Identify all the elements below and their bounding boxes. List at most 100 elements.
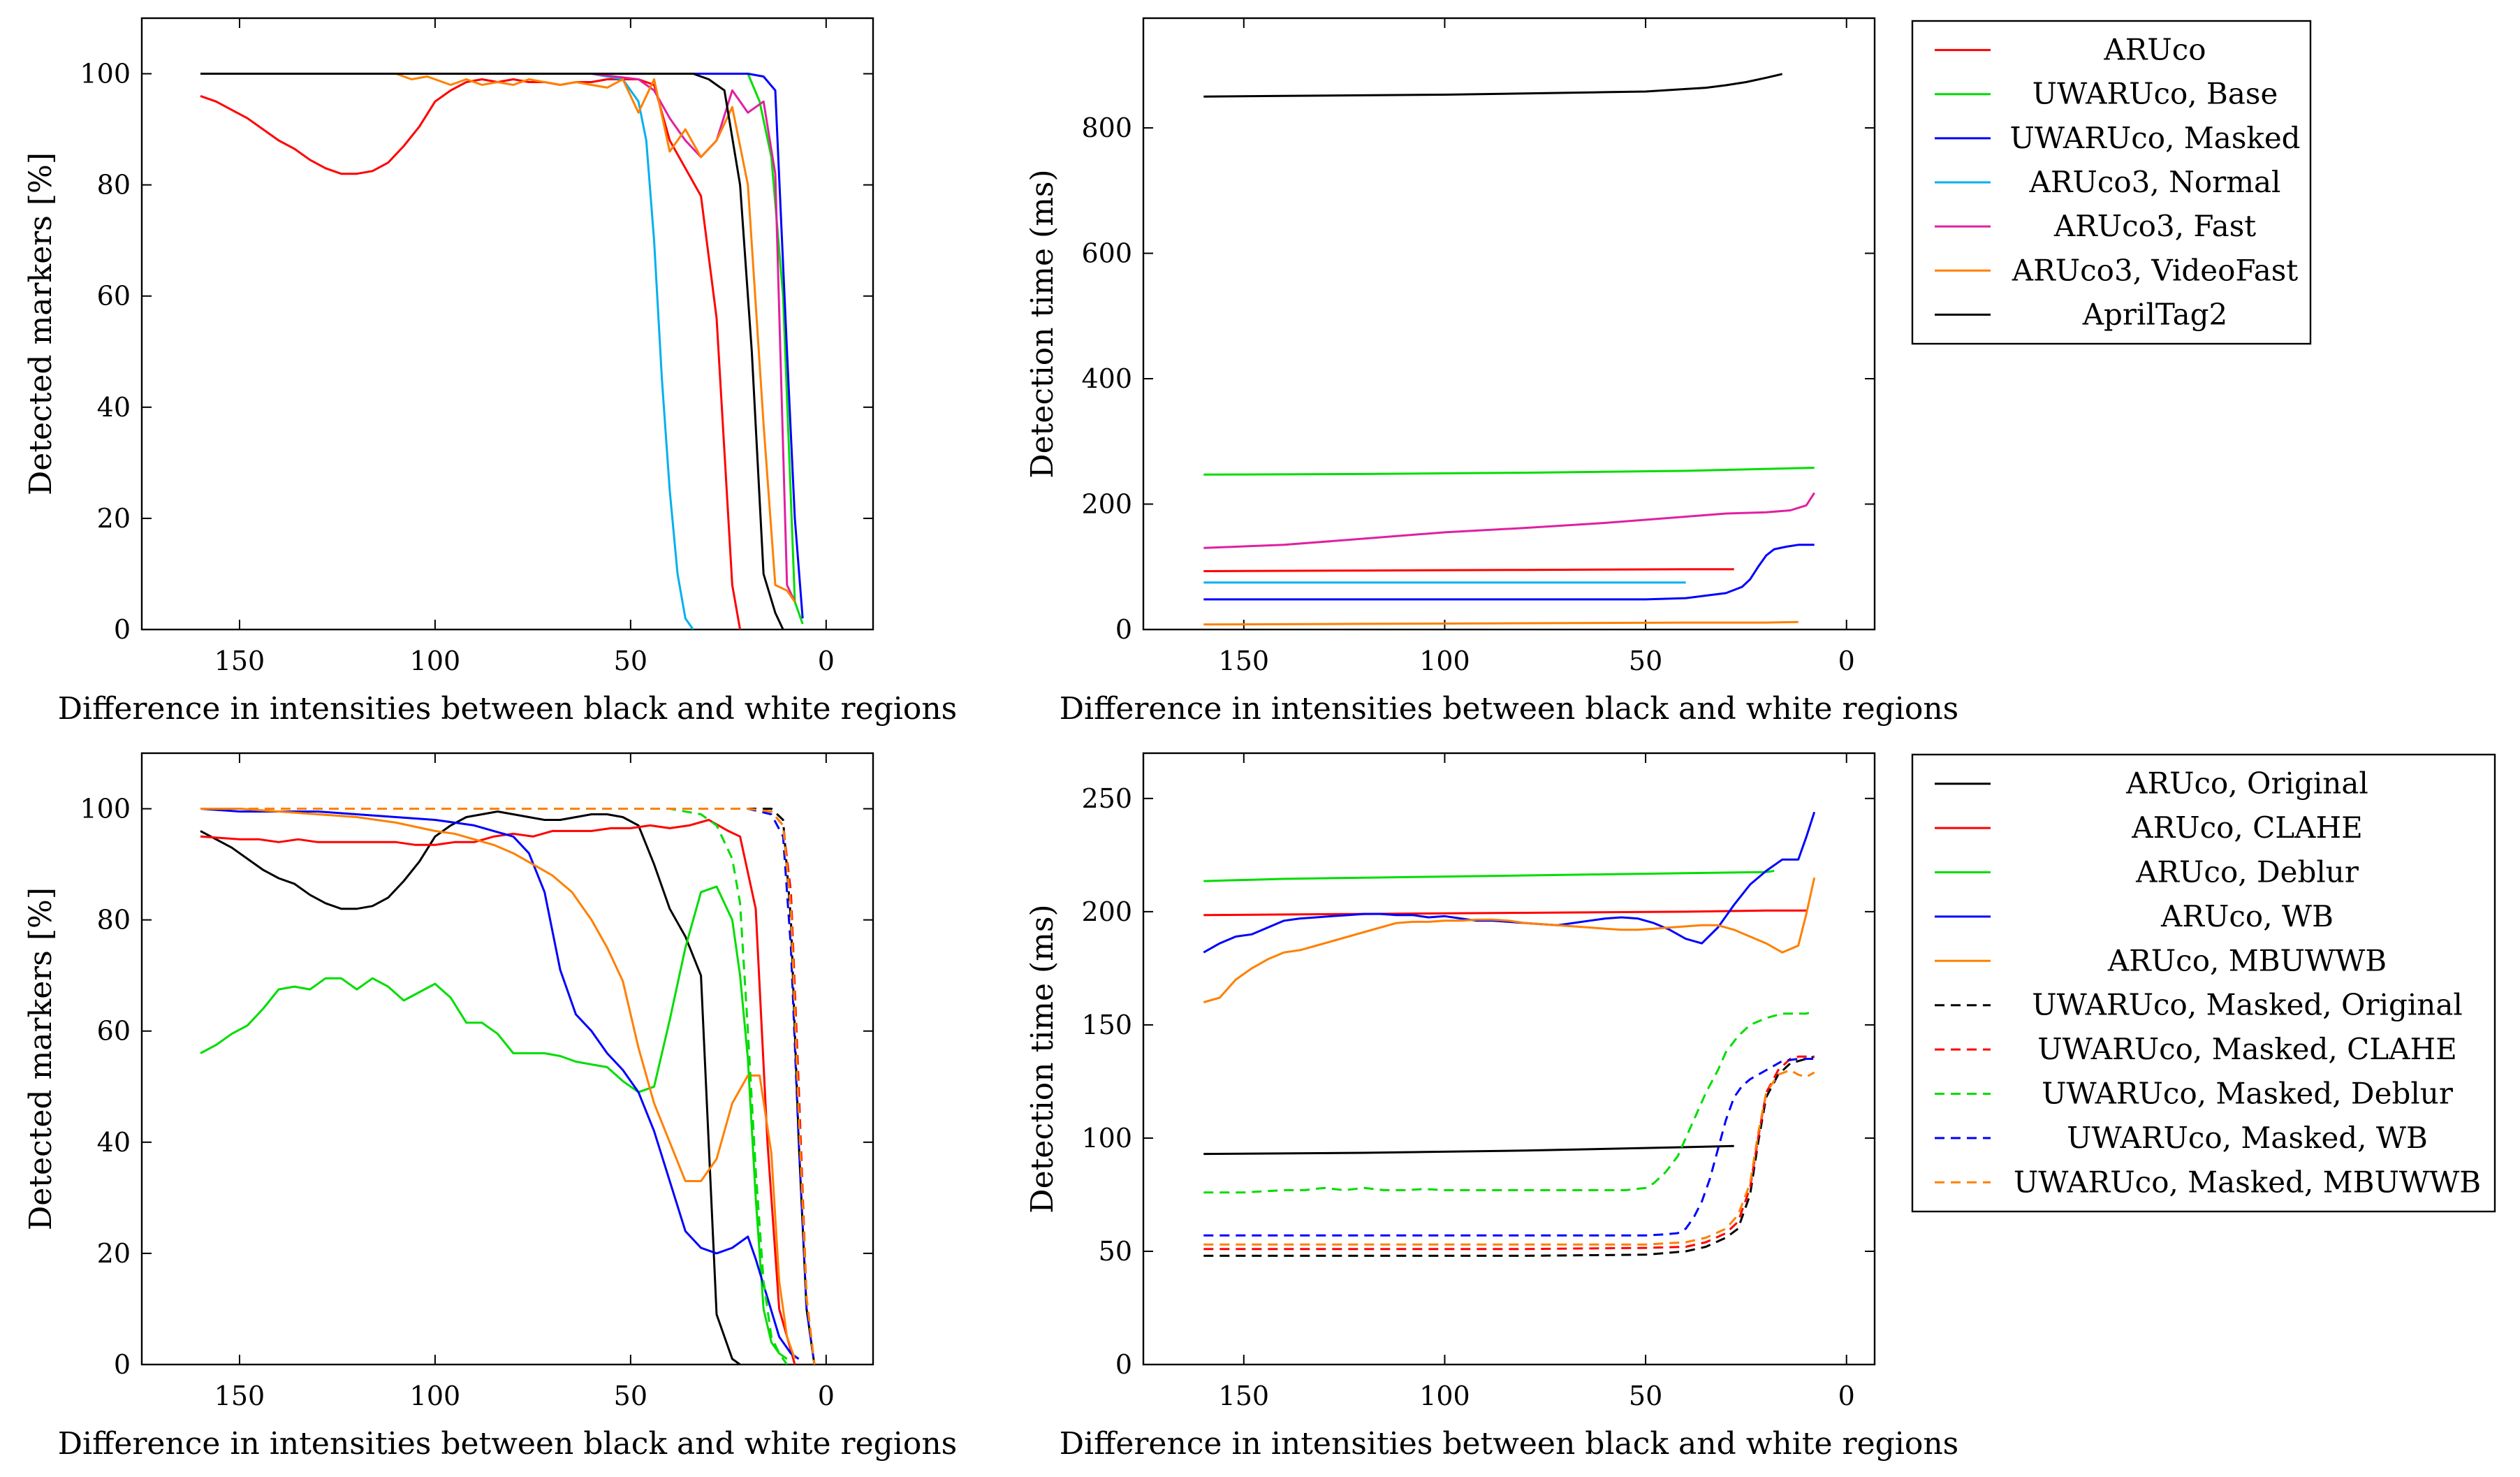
x-tick-label: 100 [1419, 646, 1470, 676]
legend: ARUco UWARUco, Base UWARUco, Masked ARUco3,… [1911, 20, 2312, 345]
y-tick-label: 800 [1081, 112, 1132, 143]
series-line-aruco3-normal [200, 73, 694, 630]
series-line-aruco-wb [1203, 811, 1816, 954]
chart-tr: 150 100 50 0 0 200 400 600 800 Difference in inte… [1025, 17, 2312, 727]
x-tick-label: 0 [1838, 1381, 1855, 1411]
x-tick-label: 150 [214, 646, 265, 676]
y-tick-label: 400 [1081, 363, 1132, 394]
y-tick-label: 20 [97, 1238, 131, 1269]
axes-frame [140, 752, 874, 1366]
x-tick-label: 150 [214, 1381, 265, 1411]
y-tick-label: 0 [114, 614, 131, 645]
legend-entry-uwaruco-masked-original: UWARUco, Masked, Original [2032, 988, 2463, 1022]
legend: ARUco, Original ARUco, CLAHE ARUco, Deblur… [1911, 753, 2496, 1213]
legend-entry-uwaruco-masked-clahe: UWARUco, Masked, CLAHE [2037, 1032, 2456, 1066]
y-tick-label: 100 [1081, 1123, 1132, 1154]
x-tick-label: 0 [818, 646, 835, 676]
legend-entry-aruco-original: ARUco, Original [2125, 766, 2368, 801]
legend-entry-aruco3-fast: ARUco3, Fast [2053, 209, 2256, 243]
x-tick-label: 50 [614, 646, 647, 676]
series-line-apriltag2 [200, 73, 784, 630]
y-tick-label: 100 [80, 794, 131, 824]
series-line-aruco-deblur [200, 885, 788, 1360]
series-group [200, 808, 816, 1365]
series-line-aruco3-videofast [1203, 620, 1799, 626]
legend-entry-uwaruco-masked: UWARUco, Masked [2009, 121, 2300, 155]
y-tick-label: 0 [1115, 1349, 1132, 1380]
y-tick-label: 60 [97, 1016, 131, 1047]
series-line-aruco-original [1203, 1144, 1734, 1156]
x-tick-label: 100 [410, 646, 461, 676]
x-tick-label: 150 [1219, 646, 1270, 676]
legend-entry-uwaruco-base: UWARUco, Base [2032, 77, 2278, 111]
legend-entry-apriltag2: AprilTag2 [2082, 297, 2228, 331]
series-line-uwaruco-masked-clahe [200, 808, 816, 1365]
chart-br: 150 100 50 0 0 50 100 150 200 250 Difference in in… [1025, 752, 2496, 1462]
legend-entry-aruco3-normal: ARUco3, Normal [2029, 165, 2281, 199]
series-line-uwaruco-masked-mbuwwb [1203, 1069, 1815, 1246]
series-group [1203, 73, 1815, 626]
series-line-uwaruco-masked-original [1203, 1055, 1815, 1257]
y-tick-label: 80 [97, 905, 131, 936]
y-tick-label: 150 [1081, 1010, 1132, 1040]
y-tick-label: 40 [97, 1127, 131, 1158]
series-group [200, 73, 804, 630]
series-group [1203, 811, 1816, 1257]
legend-entry-aruco: ARUco [2103, 33, 2206, 67]
series-line-uwaruco-masked-mbuwwb [200, 808, 816, 1365]
series-line-uwaruco-masked-wb [1203, 1058, 1815, 1237]
legend-entry-uwaruco-masked-deblur: UWARUco, Masked, Deblur [2042, 1077, 2454, 1111]
axes-frame [1142, 752, 1876, 1366]
chart-bl: 150 100 50 0 0 20 40 60 80 100 Difference in inten… [23, 752, 958, 1462]
series-line-uwaruco-masked-deblur [1203, 1010, 1815, 1194]
series-line-aruco3-fast [1203, 492, 1815, 549]
y-tick-label: 0 [1115, 614, 1132, 645]
legend-entry-aruco-wb: ARUco, WB [2160, 899, 2334, 933]
y-tick-label: 40 [97, 392, 131, 423]
series-line-apriltag2 [1203, 73, 1783, 98]
axes-frame [1142, 17, 1876, 631]
y-tick-label: 200 [1081, 896, 1132, 927]
y-axis-label: Detection time (ms) [1025, 904, 1060, 1213]
x-tick-label: 0 [818, 1381, 835, 1411]
x-tick-label: 50 [614, 1381, 647, 1411]
x-tick-label: 100 [1419, 1381, 1470, 1411]
legend-entry-aruco3-videofast: ARUco3, VideoFast [2012, 253, 2299, 287]
x-axis-label: Difference in intensities between black … [58, 1426, 958, 1462]
y-tick-label: 0 [114, 1349, 131, 1380]
series-line-uwaruco-masked [1203, 544, 1815, 601]
series-line-aruco [1203, 568, 1734, 572]
series-line-uwaruco-masked [200, 73, 804, 619]
x-tick-label: 50 [1629, 1381, 1662, 1411]
legend-entry-aruco-deblur: ARUco, Deblur [2135, 855, 2359, 889]
series-line-aruco-wb [200, 808, 800, 1360]
y-axis-label: Detected markers [%] [23, 887, 59, 1230]
legend-entry-aruco-mbuwwb: ARUco, MBUWWB [2107, 943, 2387, 977]
legend-entry-aruco-clahe: ARUco, CLAHE [2131, 810, 2363, 845]
series-line-aruco-clahe [200, 819, 796, 1365]
series-line-aruco [200, 78, 742, 630]
series-line-aruco3-videofast [200, 73, 796, 603]
series-line-aruco-original [200, 810, 741, 1365]
y-axis-label: Detection time (ms) [1025, 169, 1060, 478]
y-tick-label: 600 [1081, 238, 1132, 269]
y-tick-label: 250 [1081, 783, 1132, 814]
series-line-uwaruco-masked-original [200, 808, 816, 1365]
axes-frame [140, 17, 874, 631]
series-line-aruco-deblur [1203, 870, 1775, 882]
y-tick-label: 100 [80, 59, 131, 89]
x-tick-label: 0 [1838, 646, 1855, 676]
x-axis-label: Difference in intensities between black … [58, 691, 958, 727]
legend-frame [1911, 753, 2496, 1213]
x-tick-label: 150 [1219, 1381, 1270, 1411]
series-line-uwaruco-base [200, 73, 804, 625]
y-tick-label: 50 [1099, 1236, 1132, 1267]
y-tick-label: 20 [97, 503, 131, 534]
y-axis-label: Detected markers [%] [23, 152, 59, 495]
y-tick-label: 80 [97, 170, 131, 201]
legend-entry-uwaruco-masked-wb: UWARUco, Masked, WB [2067, 1121, 2428, 1155]
x-tick-label: 100 [410, 1381, 461, 1411]
series-line-uwaruco-base [1203, 467, 1815, 476]
chart-tl: 150 100 50 0 0 20 40 60 80 100 Difference in inten… [23, 17, 958, 727]
